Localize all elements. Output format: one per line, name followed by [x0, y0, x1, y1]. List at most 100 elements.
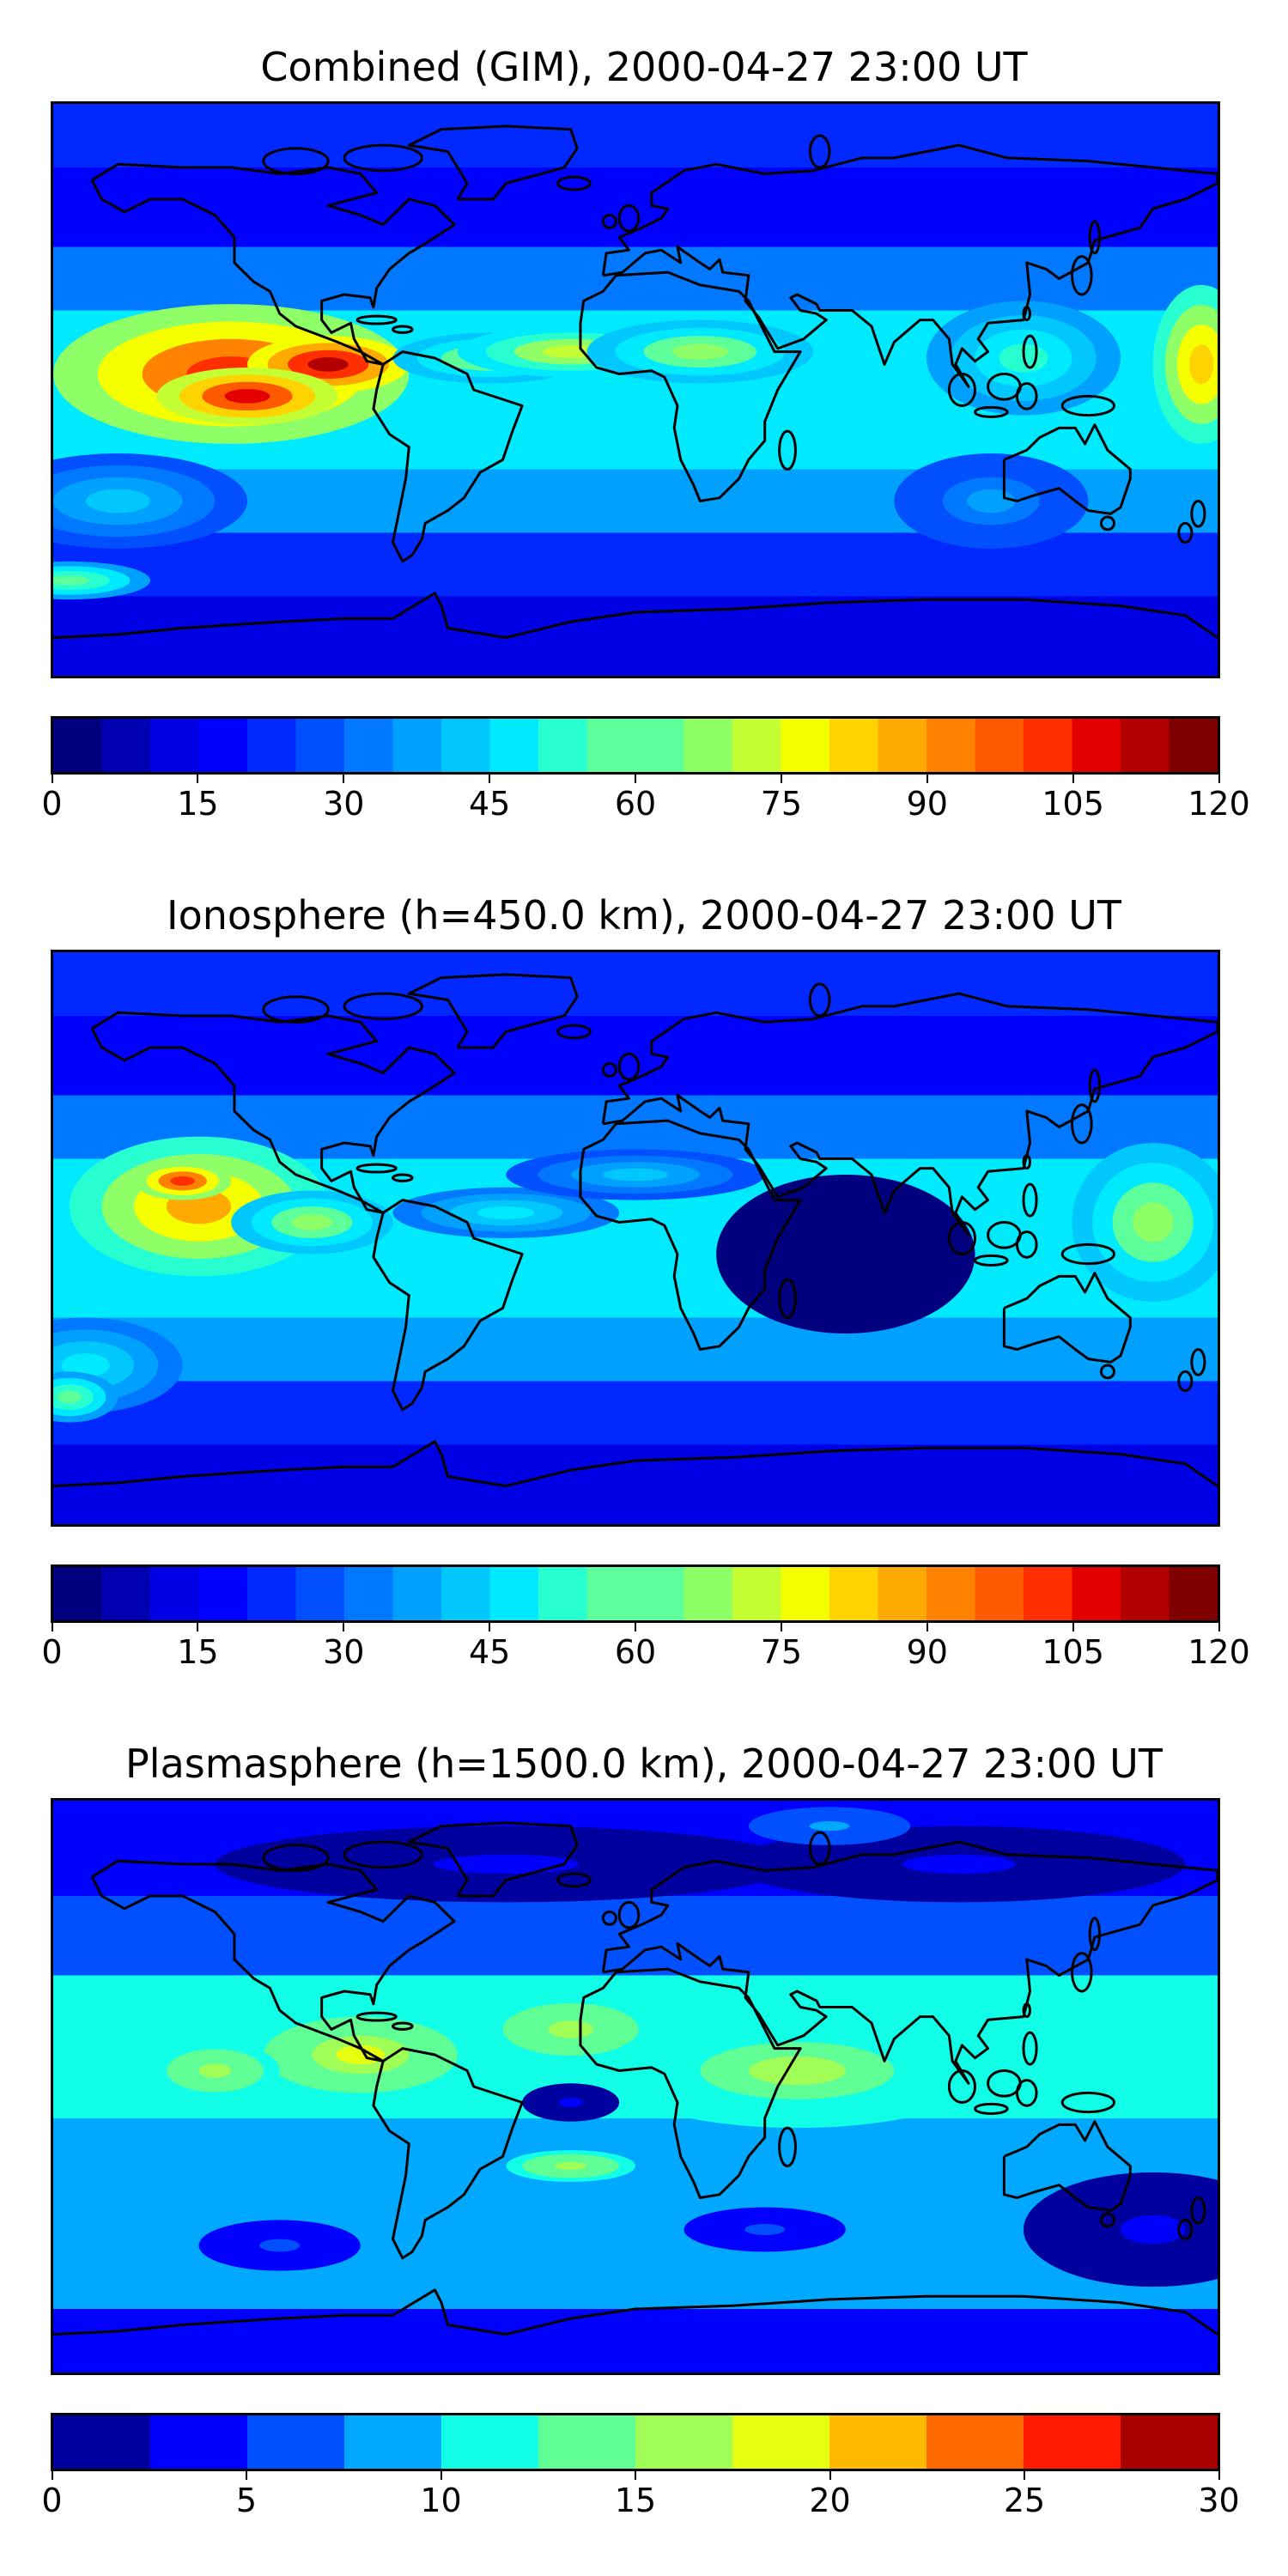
coastline-south-america: [374, 2049, 522, 2258]
colorbar-tick: [780, 773, 782, 783]
coastline-island-2: [1072, 1953, 1092, 1991]
colorbar-step-2: [150, 719, 200, 772]
panel-title-ionosphere: Ionosphere (h=450.0 km), 2000-04-27 23:0…: [167, 892, 1121, 939]
colorbar-tick: [926, 1621, 928, 1631]
coastline-island-19: [264, 997, 328, 1023]
coastline-greenland: [409, 126, 577, 199]
colorbar-ionosphere: [51, 1564, 1220, 1623]
colorbar-step-11: [586, 719, 636, 772]
coastline-island-10: [780, 431, 796, 469]
colorbar-step-4: [247, 719, 297, 772]
colorbar-tick-label: 15: [614, 2482, 657, 2519]
colorbar-tick: [926, 773, 928, 783]
colorbar-step-16: [829, 1567, 879, 1620]
colorbar-step-18: [927, 719, 976, 772]
coastline-island-15: [357, 1164, 396, 1172]
coastline-island-20: [810, 136, 829, 167]
coastline-island-8: [1062, 396, 1114, 415]
tec-feature-1-band-3: [548, 2020, 594, 2038]
coastline-island-13: [1179, 1371, 1192, 1390]
colorbar-tick-label: 10: [420, 2482, 462, 2519]
colorbar-step-7: [732, 2415, 830, 2469]
colorbar-step-23: [1169, 719, 1218, 772]
colorbar-step-6: [344, 719, 394, 772]
coastline-africa: [580, 272, 800, 501]
coastline-island-8: [1062, 2093, 1114, 2111]
coastline-island-19: [264, 1845, 328, 1871]
coastline-island-13: [1179, 2220, 1192, 2239]
coastline-island-17: [1090, 1918, 1099, 1950]
coastline-island-7: [1017, 2081, 1036, 2106]
colorbar-tick-label: 5: [235, 2482, 258, 2519]
colorbar-step-20: [1024, 1567, 1073, 1620]
colorbar-tick: [51, 773, 53, 783]
coastline-island-14: [1101, 1365, 1114, 1378]
colorbar-step-7: [392, 719, 442, 772]
coastline-north-america: [92, 1861, 454, 2061]
colorbar-step-3: [344, 2415, 442, 2469]
colorbar-step-14: [732, 719, 782, 772]
colorbar-combined-gradient: [53, 719, 1218, 772]
colorbar-tick: [197, 773, 199, 783]
coastline-island-12: [1192, 1350, 1205, 1376]
coastline-island-14: [1101, 2214, 1114, 2227]
coastline-island-16: [393, 2023, 413, 2029]
coastline-island-17: [1090, 1070, 1099, 1102]
tec-feature-7-band-3: [1189, 344, 1214, 385]
colorbar-ionosphere-gradient: [53, 1567, 1218, 1620]
colorbar-tick: [51, 1621, 53, 1631]
tec-feature-5-band-3: [558, 2097, 583, 2108]
colorbar-step-9: [489, 719, 539, 772]
colorbar-tick-label: 90: [906, 1633, 948, 1671]
coastline-south-america: [374, 1200, 522, 1410]
coastline-island-5: [949, 1223, 975, 1255]
tec-feature-7-band-3: [1121, 2215, 1186, 2245]
coastline-island-1: [603, 1064, 616, 1077]
coastline-island-11: [558, 177, 591, 190]
tec-map-combined: [53, 104, 1218, 676]
colorbar-step-15: [781, 719, 830, 772]
coastline-island-0: [619, 1054, 639, 1079]
tec-background-band-5: [53, 532, 1218, 597]
colorbar-step-11: [1121, 2415, 1218, 2469]
tec-feature-4-band-3: [748, 2056, 846, 2086]
coastline-island-16: [393, 326, 413, 332]
tec-background-band-6: [53, 596, 1218, 676]
colorbar-step-5: [295, 719, 345, 772]
colorbar-tick: [829, 2470, 831, 2480]
tec-feature-2-band-3: [224, 389, 270, 404]
colorbar-step-21: [1072, 719, 1121, 772]
colorbar-step-8: [441, 1567, 491, 1620]
tec-feature-10-band-3: [433, 1854, 580, 1874]
colorbar-step-11: [586, 1567, 636, 1620]
tec-background-band-4: [53, 1317, 1218, 1382]
colorbar-step-2: [150, 1567, 200, 1620]
colorbar-step-22: [1121, 719, 1170, 772]
tec-feature-9-band-3: [259, 2239, 301, 2252]
tec-feature-8-band-3: [813, 1234, 878, 1274]
colorbar-step-10: [1024, 2415, 1121, 2469]
colorbar-tick: [343, 773, 345, 783]
tec-feature-6-band-3: [61, 1353, 110, 1377]
colorbar-tick: [246, 2470, 247, 2480]
colorbar-tick: [51, 2470, 53, 2480]
colorbar-tick: [440, 2470, 442, 2480]
tec-feature-8-band-3: [85, 489, 150, 513]
colorbar-step-1: [101, 719, 151, 772]
colorbar-step-18: [927, 1567, 976, 1620]
tec-feature-9-band-3: [53, 575, 90, 586]
colorbar-tick: [780, 1621, 782, 1631]
coastline-south-america: [374, 352, 522, 562]
colorbar-tick-label: 105: [1042, 785, 1104, 823]
colorbar-step-19: [975, 719, 1024, 772]
tec-feature-10-band-3: [967, 489, 1016, 513]
colorbar-step-8: [829, 2415, 927, 2469]
coastline-north-america: [92, 1012, 454, 1212]
coastline-island-20: [810, 984, 829, 1016]
coastline-island-3: [1024, 1156, 1030, 1169]
colorbar-step-9: [489, 1567, 539, 1620]
colorbar-tick-label: 45: [468, 1633, 511, 1671]
colorbar-step-14: [732, 1567, 782, 1620]
colorbar-tick: [635, 2470, 636, 2480]
tec-feature-11-band-3: [902, 1854, 1016, 1874]
